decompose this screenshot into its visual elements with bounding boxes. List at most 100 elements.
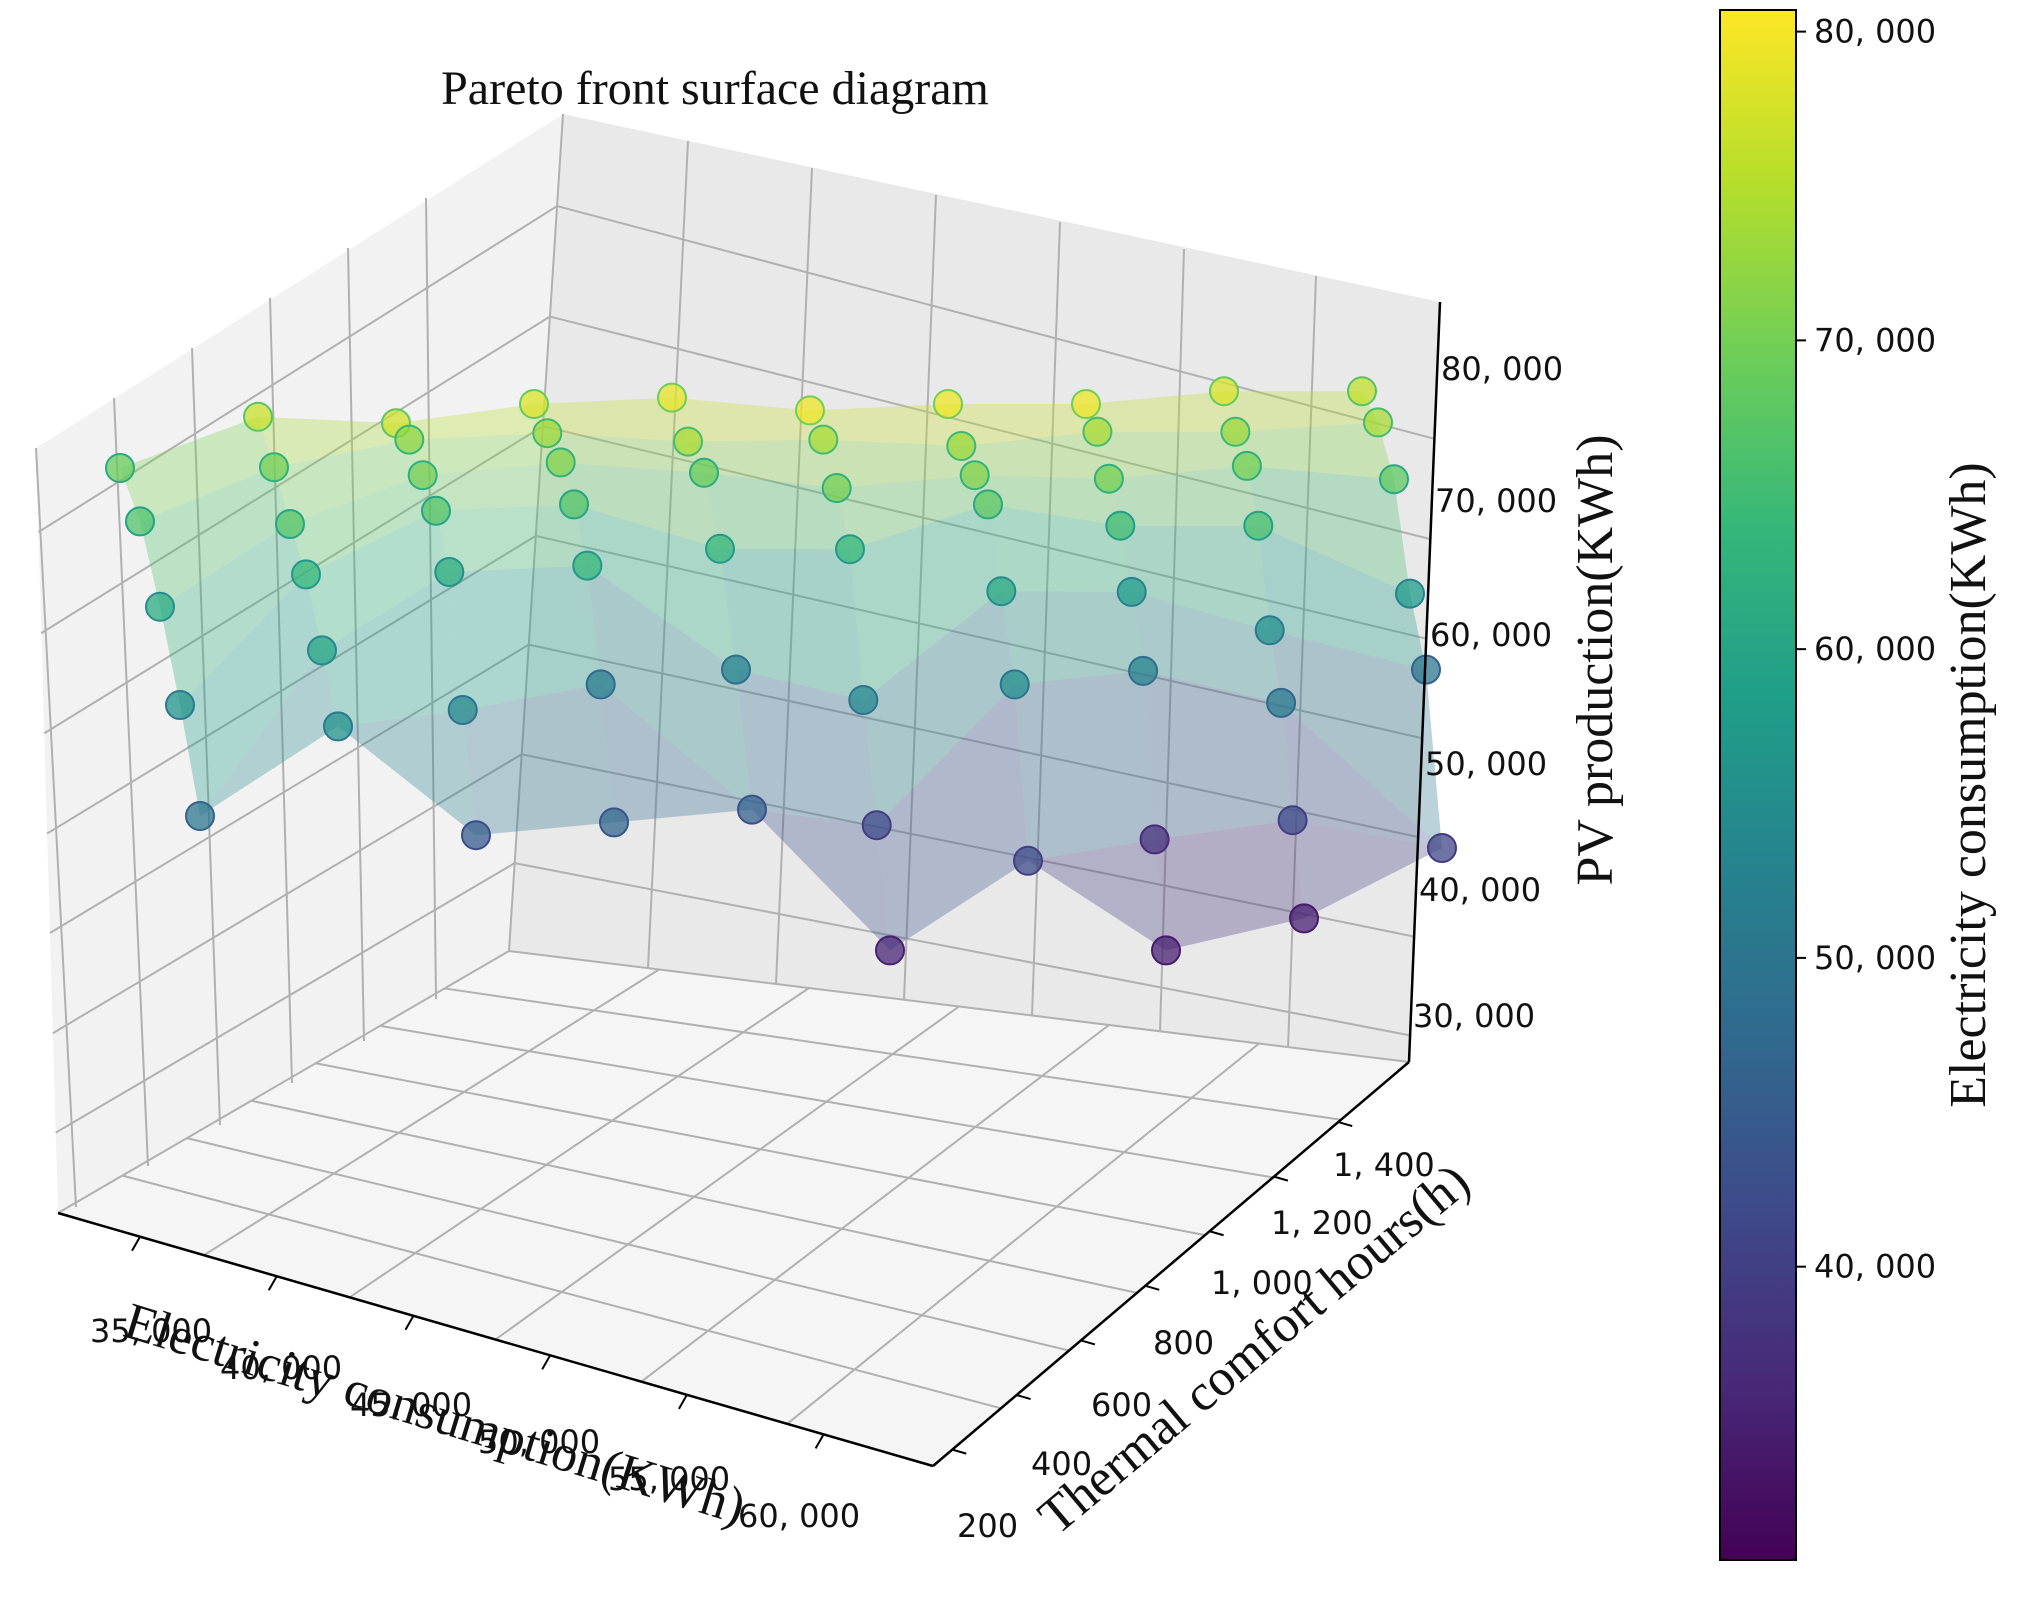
data-point xyxy=(585,669,616,700)
surface-facet xyxy=(560,462,720,549)
data-point xyxy=(1266,687,1297,718)
surface-facet xyxy=(1269,630,1442,848)
data-point xyxy=(323,711,353,742)
grid-line xyxy=(425,197,437,1000)
data-point xyxy=(447,695,478,725)
data-point xyxy=(1277,805,1308,836)
grid-line xyxy=(494,1005,960,1341)
grid-line xyxy=(508,950,1410,1063)
y-tick-mark xyxy=(1080,1339,1096,1346)
surface-facet xyxy=(974,475,1121,526)
surface-facet xyxy=(1292,820,1442,919)
colorbar-tick-label: 80, 000 xyxy=(1814,13,1936,51)
data-point xyxy=(519,389,549,419)
data-point xyxy=(1254,615,1285,646)
surface-facet xyxy=(436,504,588,572)
y-tick-labels: 200 400 600 800 1, 000 1, 200 1, 400 xyxy=(957,1146,1435,1545)
colorbar-tick-label: 40, 000 xyxy=(1814,1248,1936,1286)
data-point xyxy=(461,820,491,851)
x-tick-label: 35, 000 xyxy=(90,1312,212,1350)
y-tick-mark xyxy=(1016,1394,1031,1400)
surface-facet xyxy=(1131,591,1282,703)
surface-facet xyxy=(1120,525,1270,631)
surface-facet xyxy=(863,591,1015,826)
surface-facet xyxy=(120,416,274,522)
grid-line xyxy=(647,140,689,969)
y-tick-label: 400 xyxy=(1031,1445,1092,1483)
data-point xyxy=(394,424,425,455)
pareto-surface xyxy=(120,391,1442,951)
y-tick-label: 1, 200 xyxy=(1271,1204,1373,1242)
y-tick-mark xyxy=(1273,1175,1289,1182)
data-point xyxy=(835,534,865,565)
data-point xyxy=(1243,510,1274,541)
surface-facet xyxy=(1014,670,1155,861)
x-axis-line xyxy=(57,1211,934,1468)
surface-facet xyxy=(422,462,574,511)
data-point xyxy=(421,495,451,526)
surface-facet xyxy=(876,684,1028,951)
surface-facet xyxy=(1001,591,1144,685)
surface-facet xyxy=(1224,391,1378,432)
grid-line xyxy=(444,987,1342,1121)
data-point xyxy=(599,807,629,838)
data-point xyxy=(307,635,337,666)
x-tick-label: 60, 000 xyxy=(738,1497,860,1535)
x-tick-label: 45, 000 xyxy=(350,1386,472,1424)
data-points xyxy=(105,376,1457,966)
data-point xyxy=(1013,845,1043,876)
grid-line xyxy=(528,643,1419,839)
data-point xyxy=(572,550,603,581)
data-point xyxy=(165,690,195,720)
y-axis-line xyxy=(932,1061,1410,1467)
grid-line xyxy=(786,1042,1260,1425)
surface-facet xyxy=(1108,465,1259,526)
grid-line xyxy=(521,753,1415,938)
z-axis-label: PV production(KWh) xyxy=(1567,434,1624,885)
data-point xyxy=(999,669,1030,700)
surface-facet xyxy=(1235,422,1394,480)
surface-facet xyxy=(948,404,1098,446)
colorbar-tick-label: 50, 000 xyxy=(1814,939,1936,977)
grid-line xyxy=(122,1174,1002,1410)
data-point xyxy=(434,557,465,587)
colorbar-tick-label: 60, 000 xyxy=(1814,630,1936,668)
grid-line xyxy=(556,205,1435,440)
grid-line xyxy=(55,862,516,1134)
surface-facet xyxy=(823,439,975,488)
surface-facet xyxy=(396,404,548,440)
data-point xyxy=(946,431,977,461)
z-tick-label: 40, 000 xyxy=(1419,871,1541,909)
surface-facet xyxy=(322,572,463,727)
grid-line xyxy=(203,968,660,1257)
surface-facet xyxy=(140,467,290,607)
data-point xyxy=(1379,464,1409,495)
data-point xyxy=(559,489,589,520)
surface-facet xyxy=(720,548,864,700)
surface-facet xyxy=(274,439,423,524)
back-pane-right xyxy=(509,114,1440,1062)
surface-facet xyxy=(1246,465,1410,594)
data-point xyxy=(1427,833,1457,863)
grid-line xyxy=(542,425,1427,640)
x-tick-mark xyxy=(131,1236,141,1252)
grid-line xyxy=(315,1062,1206,1237)
y-tick-mark xyxy=(1209,1230,1224,1237)
data-point xyxy=(821,473,852,503)
data-point xyxy=(1128,655,1159,686)
x-tick-labels: 35, 000 40, 000 45, 000 50, 000 55, 000 … xyxy=(90,1312,860,1535)
data-point xyxy=(125,506,155,537)
data-point xyxy=(795,395,825,426)
data-point xyxy=(1220,416,1251,447)
surface-facet xyxy=(1281,702,1442,848)
grid-line xyxy=(379,1024,1274,1179)
data-point xyxy=(291,559,321,590)
surface-facet xyxy=(160,524,306,705)
data-point xyxy=(275,509,305,539)
surface-facet xyxy=(290,475,436,575)
grid-line xyxy=(251,1099,1138,1294)
data-point xyxy=(1093,463,1124,494)
surface-facet xyxy=(1086,391,1236,432)
surface-facet xyxy=(449,565,601,710)
